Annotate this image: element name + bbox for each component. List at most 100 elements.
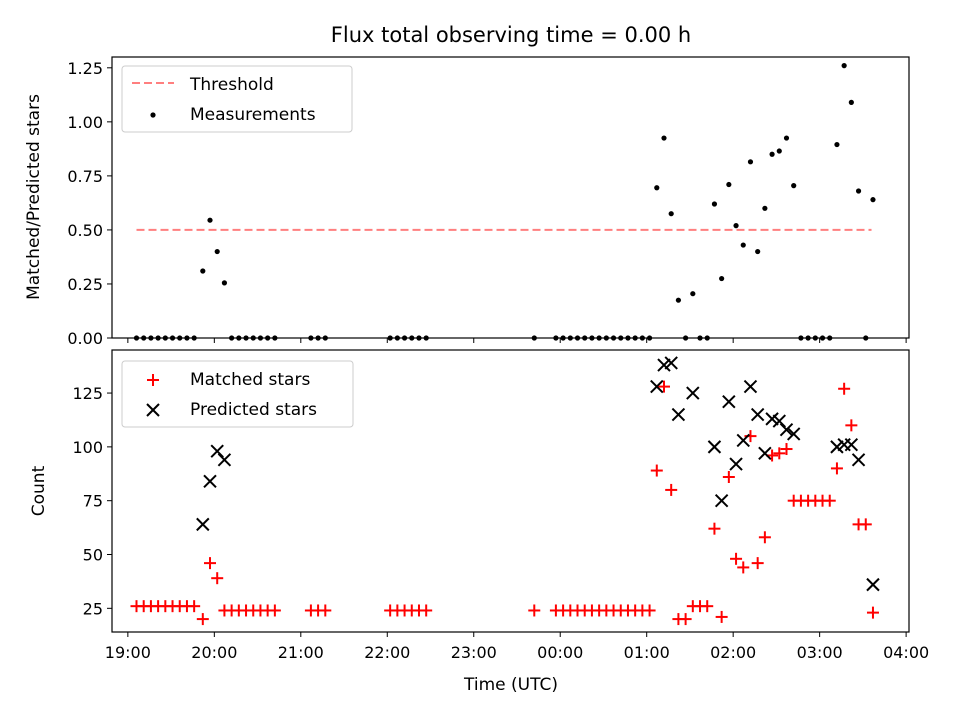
predicted-star-point <box>736 433 750 448</box>
measurement-point <box>733 223 739 229</box>
top-y-axis-label: Matched/Predicted stars <box>24 94 44 300</box>
measurement-point <box>870 197 876 203</box>
measurement-point <box>690 291 696 297</box>
matched-star-point <box>679 613 692 626</box>
measurement-point <box>221 280 228 286</box>
matched-star-point <box>838 382 851 395</box>
measurement-point <box>668 211 674 217</box>
predicted-star-point <box>664 356 678 370</box>
matched-star-point <box>196 613 209 626</box>
measurement-point <box>661 135 667 141</box>
matched-star-point <box>730 552 743 565</box>
predicted-star-point <box>866 577 880 592</box>
x-axis-label: Time (UTC) <box>463 675 558 695</box>
y-tick-label: 1.00 <box>67 113 103 132</box>
matched-star-point <box>204 557 217 570</box>
bottom-legend: Matched stars Predicted stars <box>121 360 354 428</box>
matched-star-point <box>722 471 735 484</box>
measurement-point <box>740 242 746 248</box>
predicted-star-point <box>844 438 859 452</box>
predicted-star-point <box>722 394 736 409</box>
matched-star-point <box>845 419 858 432</box>
x-tick-label: 23:00 <box>451 643 497 662</box>
y-tick-label: 125 <box>72 384 103 403</box>
matched-star-point <box>758 531 771 544</box>
matched-star-point <box>188 600 201 613</box>
x-tick-label: 20:00 <box>191 643 237 662</box>
measurement-point <box>841 63 847 69</box>
measurement-point <box>711 201 718 207</box>
measurement-point <box>747 159 754 165</box>
top-axis-ticks: 0.00 0.25 0.50 0.75 1.00 1.25 <box>67 59 907 348</box>
y-tick-label: 0.50 <box>67 221 103 240</box>
measurement-point <box>726 181 732 188</box>
measurement-point <box>855 188 862 194</box>
measurement-point <box>783 135 790 141</box>
legend-predicted-label: Predicted stars <box>190 400 317 420</box>
x-tick-label: 04:00 <box>883 643 929 662</box>
matched-star-point <box>657 380 670 393</box>
matched-star-point <box>665 483 678 496</box>
y-tick-label: 50 <box>83 546 103 565</box>
matched-star-point <box>737 561 750 574</box>
measurement-point <box>755 248 761 255</box>
chart-title: Flux total observing time = 0.00 h <box>331 23 691 47</box>
measurement-point <box>214 248 220 255</box>
matched-star-point <box>780 443 793 456</box>
legend-matched-label: Matched stars <box>190 370 310 390</box>
measurement-point <box>200 268 206 274</box>
top-legend: Threshold Measurements <box>121 65 353 133</box>
matched-star-point <box>319 604 332 617</box>
predicted-star-point <box>786 427 801 441</box>
measurement-point <box>207 217 213 223</box>
measurement-point <box>654 185 660 191</box>
predicted-star-point <box>779 422 794 437</box>
measurement-point <box>834 141 840 148</box>
legend-threshold-label: Threshold <box>189 75 274 95</box>
bottom-panel: 25 50 75 100 125 19:00 20:00 21:00 22:00 23:00 00:… <box>29 349 929 695</box>
y-tick-label: 0.25 <box>67 275 103 294</box>
matched-star-point <box>859 518 872 531</box>
x-tick-label: 21:00 <box>278 643 324 662</box>
predicted-star-point <box>686 386 700 400</box>
measurement-point <box>776 148 782 154</box>
x-tick-label: 01:00 <box>624 643 670 662</box>
legend-measurements-label: Measurements <box>190 105 316 125</box>
predicted-star-point <box>671 407 686 422</box>
y-tick-label: 1.25 <box>67 59 103 78</box>
matched-star-point <box>420 604 433 617</box>
legend-matched-swatch <box>147 374 159 386</box>
matched-star-point <box>830 462 843 475</box>
matched-star-point <box>650 464 663 477</box>
predicted-star-point <box>729 457 743 471</box>
legend-predicted-swatch <box>146 403 160 417</box>
legend-measurements-swatch <box>150 112 156 118</box>
y-tick-label: 0.00 <box>67 329 103 348</box>
matched-star-point <box>528 604 541 617</box>
measurement-point <box>791 183 797 189</box>
predicted-star-point <box>750 407 765 422</box>
matched-star-point <box>211 572 224 585</box>
x-tick-label: 02:00 <box>710 643 756 662</box>
measurement-point <box>675 297 682 303</box>
measurement-point <box>769 151 775 157</box>
predicted-star-point <box>851 453 866 467</box>
measurement-point <box>848 99 854 105</box>
y-tick-label: 100 <box>72 438 103 457</box>
predicted-star-point <box>758 446 772 461</box>
measurement-point <box>762 205 768 211</box>
bottom-y-axis-label: Count <box>29 465 49 516</box>
matched-star-point <box>866 606 879 619</box>
matched-star-point <box>715 610 728 623</box>
top-series <box>133 63 876 341</box>
matched-star-point <box>823 494 836 507</box>
predicted-star-point <box>714 493 729 508</box>
bottom-plot-frame <box>111 349 910 633</box>
matched-star-point <box>643 604 656 617</box>
top-panel: 0.00 0.25 0.50 0.75 1.00 1.25 Matched/Predict… <box>24 56 910 348</box>
top-plot-frame <box>111 56 910 339</box>
matched-star-point <box>708 522 721 535</box>
matched-star-point <box>773 447 786 460</box>
x-tick-label: 00:00 <box>537 643 583 662</box>
